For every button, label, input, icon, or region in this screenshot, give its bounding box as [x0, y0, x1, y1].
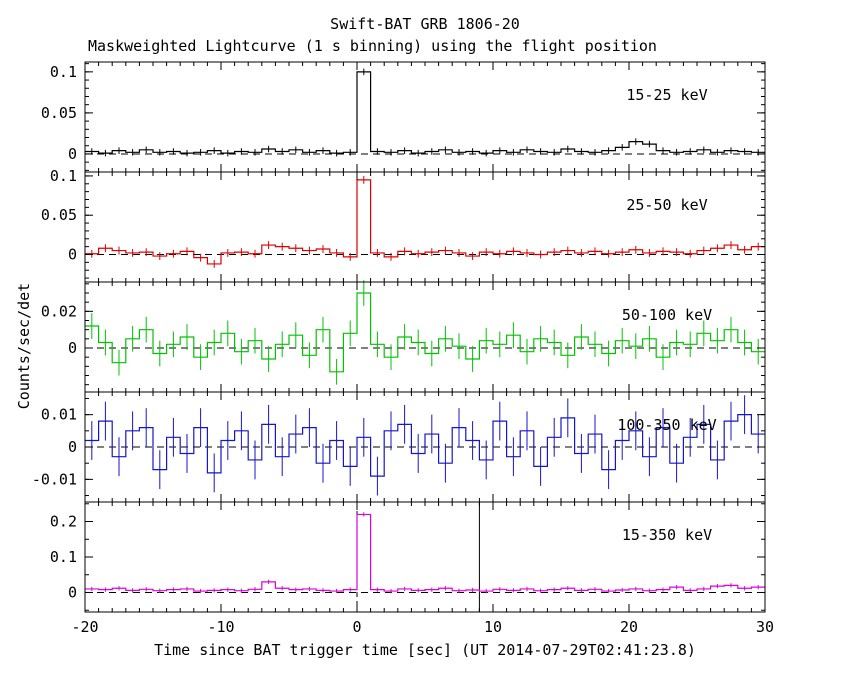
y-tick-label: 0 — [68, 339, 77, 357]
x-tick-label: -20 — [71, 618, 98, 636]
energy-band-label: 100-350 keV — [617, 416, 716, 434]
energy-band-label: 15-25 keV — [626, 86, 707, 104]
x-tick-label: 0 — [352, 618, 361, 636]
y-tick-label: 0.05 — [41, 104, 77, 122]
x-axis-label: Time since BAT trigger time [sec] (UT 20… — [154, 641, 696, 659]
y-tick-label: 0.1 — [50, 548, 77, 566]
y-tick-label: 0.02 — [41, 302, 77, 320]
y-tick-label: 0 — [68, 438, 77, 456]
y-tick-label: 0 — [68, 145, 77, 163]
energy-band-label: 15-350 keV — [622, 526, 712, 544]
figure-title: Swift-BAT GRB 1806-20 — [330, 15, 520, 33]
y-tick-label: 0.01 — [41, 406, 77, 424]
y-tick-label: 0 — [68, 583, 77, 601]
y-tick-label: 0.1 — [50, 63, 77, 81]
energy-band-label: 25-50 keV — [626, 196, 707, 214]
y-tick-label: 0 — [68, 246, 77, 264]
y-axis-label: Counts/sec/det — [15, 282, 33, 410]
y-tick-label: 0.05 — [41, 206, 77, 224]
energy-band-label: 50-100 keV — [622, 306, 712, 324]
x-tick-label: -10 — [207, 618, 234, 636]
y-tick-label: -0.01 — [32, 470, 77, 488]
x-tick-label: 30 — [756, 618, 774, 636]
figure-subtitle: Maskweighted Lightcurve (1 s binning) us… — [88, 37, 657, 55]
x-tick-label: 20 — [620, 618, 638, 636]
y-tick-label: 0.1 — [50, 167, 77, 185]
y-tick-label: 0.2 — [50, 513, 77, 531]
x-tick-label: 10 — [484, 618, 502, 636]
